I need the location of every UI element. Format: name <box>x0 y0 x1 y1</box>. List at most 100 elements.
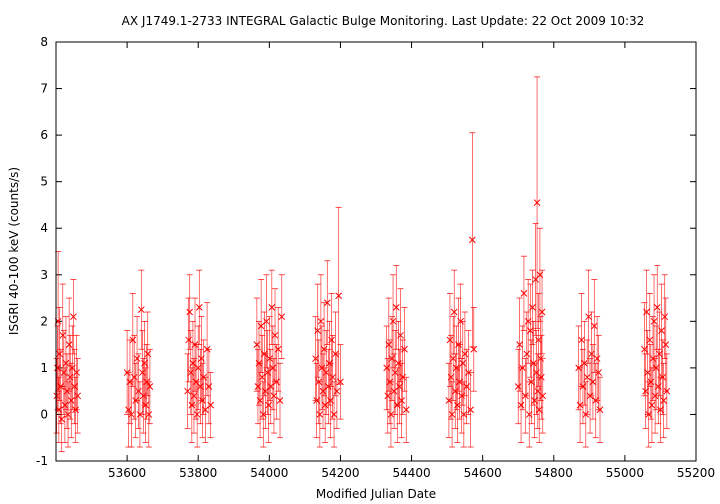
marker-x <box>129 336 137 344</box>
data-point <box>537 334 545 420</box>
marker-x <box>662 341 670 348</box>
chart-title: AX J1749.1-2733 INTEGRAL Galactic Bulge … <box>122 14 645 28</box>
marker-x <box>335 292 343 300</box>
marker-x <box>193 411 201 418</box>
data-point <box>460 381 468 448</box>
marker-x <box>146 383 154 390</box>
data-point <box>658 283 665 378</box>
marker-x <box>271 331 279 339</box>
x-tick-label: 54200 <box>321 466 359 480</box>
data-point <box>323 260 331 345</box>
marker-x <box>337 378 344 386</box>
marker-x <box>317 317 325 325</box>
marker-x <box>517 401 525 409</box>
data-point <box>583 339 591 415</box>
marker-x <box>538 308 546 316</box>
marker-x <box>519 364 526 372</box>
data-point <box>516 297 523 392</box>
data-point <box>593 316 601 401</box>
y-tick-label: 6 <box>40 128 48 142</box>
marker-x <box>67 397 75 404</box>
data-point <box>588 311 595 397</box>
marker-x <box>578 336 585 344</box>
marker-x <box>467 406 474 414</box>
marker-x <box>583 373 591 381</box>
data-point <box>392 265 400 350</box>
axis-ticks: 53600 53800 54000 54200 54400 54600 54800 55000… <box>36 35 715 480</box>
marker-x <box>266 355 274 362</box>
data-point <box>128 381 135 448</box>
data-point <box>321 367 329 443</box>
data-point <box>135 353 142 429</box>
data-point <box>448 381 456 448</box>
marker-x <box>59 331 67 339</box>
plot-frame <box>55 41 697 462</box>
data-point <box>533 76 541 329</box>
data-point <box>520 255 528 331</box>
marker-x <box>274 345 282 353</box>
marker-x <box>651 392 659 400</box>
data-point <box>70 279 77 355</box>
marker-x <box>516 341 523 348</box>
marker-x <box>58 415 66 423</box>
marker-x <box>130 373 138 381</box>
data-point <box>145 381 153 448</box>
marker-x <box>534 387 542 395</box>
marker-x <box>590 322 598 330</box>
data-point <box>389 274 397 369</box>
data-point <box>133 316 141 401</box>
marker-x <box>133 355 141 362</box>
data-point <box>576 367 584 443</box>
marker-x <box>199 397 206 404</box>
data-point <box>646 293 654 387</box>
data-point <box>519 325 526 411</box>
marker-x <box>135 387 142 395</box>
marker-x <box>278 313 286 321</box>
data-point <box>529 269 536 345</box>
marker-x <box>316 411 324 418</box>
data-point <box>402 376 410 443</box>
y-tick-label: 3 <box>40 268 48 282</box>
data-point <box>397 288 404 383</box>
marker-x <box>385 341 393 348</box>
marker-x <box>392 304 400 311</box>
marker-x <box>643 308 650 316</box>
data-point <box>274 307 282 392</box>
marker-x <box>646 336 654 344</box>
marker-x <box>579 383 587 390</box>
marker-x <box>450 308 458 316</box>
marker-x <box>470 345 478 353</box>
marker-x <box>128 411 135 418</box>
data-point <box>581 320 588 406</box>
data-point <box>523 311 531 397</box>
data-point <box>184 353 191 429</box>
data-point <box>207 372 215 439</box>
data-point <box>532 223 539 336</box>
y-tick-label: 0 <box>40 407 48 421</box>
x-tick-label: 55000 <box>606 466 644 480</box>
marker-x <box>469 236 476 244</box>
marker-x <box>397 331 404 339</box>
x-tick-label: 54600 <box>464 466 502 480</box>
marker-x <box>446 336 454 344</box>
data-point <box>330 381 338 448</box>
data-point <box>648 367 656 443</box>
marker-x <box>268 304 276 311</box>
marker-x <box>648 401 656 409</box>
marker-x <box>125 406 132 414</box>
marker-x <box>276 397 284 404</box>
marker-x <box>329 373 336 381</box>
marker-x <box>533 199 541 206</box>
marker-x <box>65 341 73 348</box>
marker-x <box>137 306 145 314</box>
y-axis-label: ISGRI 40-100 keV (counts/s) <box>7 167 21 335</box>
y-tick-label: 5 <box>40 175 48 189</box>
data-point <box>278 274 286 359</box>
data-point <box>596 376 604 443</box>
data-point <box>59 283 67 387</box>
data-point <box>469 132 476 348</box>
marker-x <box>589 378 597 386</box>
marker-x <box>593 355 601 362</box>
marker-x <box>663 387 671 395</box>
